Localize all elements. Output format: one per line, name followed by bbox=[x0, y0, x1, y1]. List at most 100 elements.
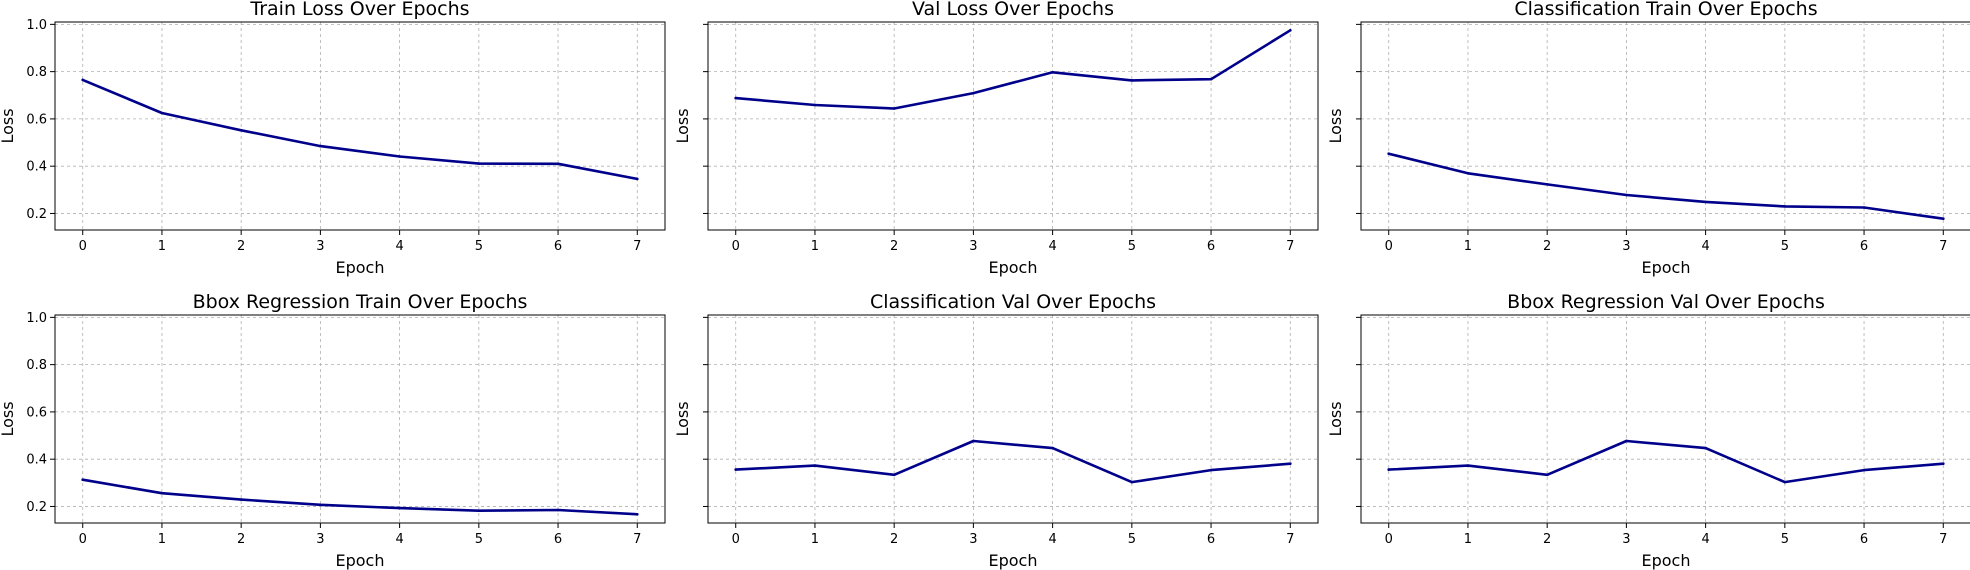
x-tick-label: 2 bbox=[1543, 532, 1551, 547]
data-point bbox=[239, 498, 243, 501]
data-point bbox=[1466, 171, 1470, 175]
x-tick-label: 1 bbox=[158, 239, 166, 254]
data-point bbox=[892, 473, 896, 477]
x-tick-label: 5 bbox=[475, 532, 483, 547]
data-point bbox=[1783, 480, 1787, 484]
data-point bbox=[1288, 28, 1292, 32]
data-point bbox=[734, 96, 738, 100]
series-line bbox=[81, 478, 639, 516]
y-tick-label: 0.6 bbox=[26, 405, 47, 420]
x-tick-label: 5 bbox=[475, 239, 483, 254]
x-tick-label: 4 bbox=[1048, 532, 1056, 547]
chart-title: Classification Train Over Epochs bbox=[1514, 0, 1817, 20]
data-point bbox=[1941, 462, 1945, 465]
series-line bbox=[734, 439, 1292, 484]
data-point bbox=[1051, 71, 1054, 74]
x-tick-label: 0 bbox=[1385, 239, 1393, 254]
y-tick-label: 0.6 bbox=[26, 112, 47, 127]
data-point bbox=[319, 503, 322, 507]
plot-frame bbox=[54, 21, 666, 231]
data-point bbox=[1625, 193, 1628, 197]
x-tick-label: 2 bbox=[237, 239, 245, 254]
data-point bbox=[1545, 473, 1549, 477]
y-axis-label: Loss bbox=[673, 108, 692, 143]
x-tick-label: 6 bbox=[1207, 532, 1215, 547]
series-line bbox=[734, 28, 1292, 110]
y-axis-label: Loss bbox=[1326, 401, 1345, 436]
y-axis-label: Loss bbox=[0, 108, 17, 143]
data-point bbox=[1862, 468, 1866, 472]
x-tick-label: 0 bbox=[732, 532, 740, 547]
y-tick-label: 1.0 bbox=[26, 18, 47, 33]
x-tick-label: 1 bbox=[811, 239, 819, 254]
data-point bbox=[1704, 200, 1707, 204]
data-point bbox=[1051, 446, 1054, 450]
x-tick-label: 6 bbox=[554, 532, 562, 547]
data-point bbox=[556, 162, 560, 166]
x-tick-label: 2 bbox=[890, 532, 898, 547]
data-point bbox=[160, 111, 164, 115]
chart-panel-6: 0 1 2 3 4 5 6 7 Bbox Regression Val Over Epochs E… bbox=[1326, 291, 1970, 570]
chart-panel-2: 0 1 2 3 4 5 6 7 Val Loss Over Epochs Epoch Loss bbox=[673, 0, 1319, 277]
x-axis-label: Epoch bbox=[989, 551, 1038, 570]
plot-frame bbox=[1360, 21, 1970, 231]
plot-frame bbox=[1360, 314, 1970, 524]
plot-frame bbox=[707, 314, 1319, 524]
x-axis-label: Epoch bbox=[336, 258, 385, 277]
data-point bbox=[1466, 464, 1470, 467]
x-tick-label: 3 bbox=[316, 532, 324, 547]
x-tick-label: 0 bbox=[732, 239, 740, 254]
y-tick-label: 0.2 bbox=[26, 207, 47, 222]
data-point bbox=[319, 144, 322, 148]
x-tick-label: 1 bbox=[158, 532, 166, 547]
x-tick-label: 1 bbox=[811, 532, 819, 547]
y-axis-label: Loss bbox=[1326, 108, 1345, 143]
x-tick-label: 7 bbox=[633, 239, 641, 254]
x-tick-label: 6 bbox=[1860, 532, 1868, 547]
data-point bbox=[1209, 77, 1213, 81]
x-axis-label: Epoch bbox=[1642, 551, 1691, 570]
chart-title: Bbox Regression Train Over Epochs bbox=[193, 291, 528, 313]
x-axis-label: Epoch bbox=[336, 551, 385, 570]
x-tick-label: 7 bbox=[633, 532, 641, 547]
data-point bbox=[1130, 79, 1134, 82]
data-point bbox=[1862, 206, 1866, 209]
data-point bbox=[1387, 152, 1391, 155]
data-point bbox=[81, 78, 85, 82]
x-tick-label: 2 bbox=[237, 532, 245, 547]
series-line bbox=[81, 78, 639, 181]
data-point bbox=[972, 91, 975, 95]
data-point bbox=[635, 512, 639, 516]
series-line bbox=[1387, 152, 1945, 220]
x-tick-label: 1 bbox=[1464, 532, 1472, 547]
y-axis-label: Loss bbox=[0, 401, 17, 436]
chart-title: Classification Val Over Epochs bbox=[870, 291, 1156, 313]
data-point bbox=[1545, 183, 1549, 186]
y-axis-label: Loss bbox=[673, 401, 692, 436]
data-point bbox=[1387, 468, 1391, 471]
x-tick-label: 4 bbox=[1048, 239, 1056, 254]
x-tick-label: 7 bbox=[1939, 532, 1947, 547]
x-tick-label: 3 bbox=[969, 239, 977, 254]
y-tick-label: 0.4 bbox=[26, 453, 47, 468]
x-tick-label: 3 bbox=[969, 532, 977, 547]
data-point bbox=[1209, 468, 1213, 472]
chart-title: Val Loss Over Epochs bbox=[912, 0, 1114, 20]
x-tick-label: 7 bbox=[1939, 239, 1947, 254]
data-point bbox=[556, 508, 560, 512]
x-tick-label: 0 bbox=[1385, 532, 1393, 547]
x-tick-label: 3 bbox=[1622, 239, 1630, 254]
x-tick-label: 6 bbox=[1860, 239, 1868, 254]
chart-panel-5: 0 1 2 3 4 5 6 7 Classification Val Over Epochs Ep… bbox=[673, 291, 1319, 570]
data-point bbox=[398, 506, 401, 510]
chart-panel-1: 0 1 2 3 4 5 6 7 0.2 0.4 0.6 0.8 1.0 Train Loss Over E… bbox=[0, 0, 666, 277]
chart-panel-4: 0 1 2 3 4 5 6 7 0.2 0.4 0.6 0.8 1.0 Bbox Regression T… bbox=[0, 291, 666, 570]
x-axis-label: Epoch bbox=[989, 258, 1038, 277]
y-tick-label: 0.4 bbox=[26, 160, 47, 175]
data-point bbox=[1288, 462, 1292, 465]
y-tick-label: 0.8 bbox=[26, 358, 47, 373]
x-tick-label: 7 bbox=[1286, 532, 1294, 547]
plot-frame bbox=[707, 21, 1319, 231]
chart-title: Train Loss Over Epochs bbox=[249, 0, 469, 20]
x-tick-label: 5 bbox=[1781, 532, 1789, 547]
